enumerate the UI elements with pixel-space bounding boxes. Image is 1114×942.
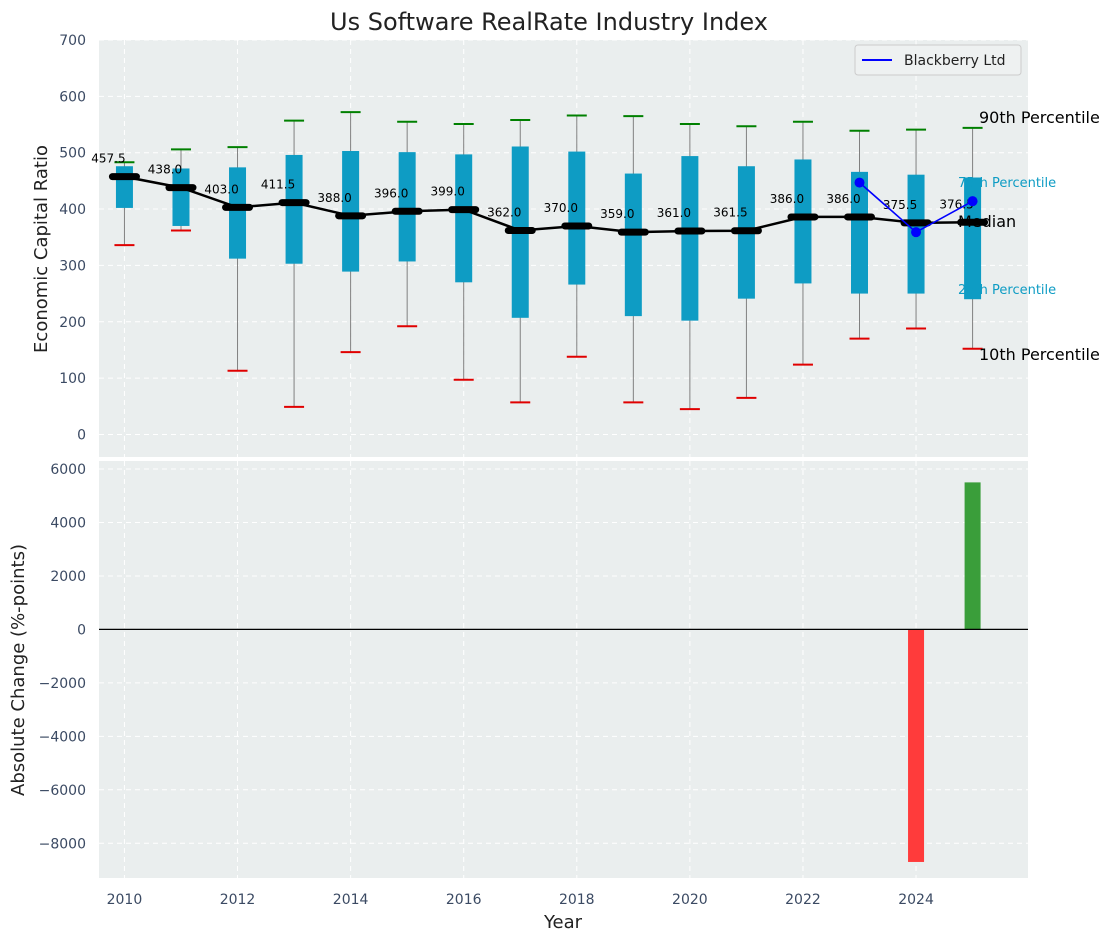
bottom-ytick-label: 6000 (50, 462, 86, 478)
median-value-label: 359.0 (600, 207, 634, 221)
bottom-ytick-label: 4000 (50, 515, 86, 531)
blackberry-point (854, 177, 865, 188)
chart-title: Us Software RealRate Industry Index (330, 8, 768, 36)
top-ytick-label: 100 (59, 371, 86, 387)
change-bar (908, 629, 925, 862)
median-value-label: 388.0 (317, 191, 351, 205)
bottom-ytick-label: −8000 (39, 836, 86, 852)
median-value-label: 361.5 (713, 206, 747, 220)
bottom-ytick-label: −6000 (39, 783, 86, 799)
blackberry-point (911, 227, 922, 238)
bottom-ytick-label: 0 (77, 622, 86, 638)
annotation-p75: 75th Percentile (958, 176, 1056, 191)
bottom-ytick-label: −2000 (39, 676, 86, 692)
box (115, 166, 133, 208)
bottom-ytick-label: −4000 (39, 729, 86, 745)
median-value-label: 411.5 (261, 178, 295, 192)
xtick-label: 2022 (785, 892, 821, 908)
xtick-label: 2018 (559, 892, 595, 908)
xtick-label: 2024 (898, 892, 934, 908)
box (455, 154, 473, 283)
median-value-label: 386.0 (770, 192, 804, 206)
box (624, 173, 642, 317)
bottom-plot-area (99, 461, 1028, 878)
change-bar (964, 482, 981, 630)
box (794, 159, 812, 284)
median-value-label: 403.0 (204, 182, 238, 196)
top-ytick-label: 200 (59, 315, 86, 331)
median-value-label: 457.5 (91, 152, 125, 166)
xtick-label: 2014 (333, 892, 369, 908)
median-value-label: 386.0 (826, 192, 860, 206)
median-value-label: 399.0 (431, 185, 465, 199)
box (851, 171, 869, 294)
box (964, 177, 982, 300)
blackberry-point (967, 196, 978, 207)
bottom-ylabel: Absolute Change (%-points) (8, 544, 29, 796)
annotation-p25: 25th Percentile (958, 283, 1056, 298)
annotation-p10: 10th Percentile (979, 345, 1100, 364)
top-ytick-label: 0 (77, 427, 86, 443)
annotation-p90: 90th Percentile (979, 108, 1100, 127)
top-ytick-label: 500 (59, 146, 86, 162)
median-value-label: 370.0 (544, 201, 578, 215)
median-value-label: 361.0 (657, 206, 691, 220)
top-plot-area (99, 40, 1028, 457)
median-value-label: 396.0 (374, 186, 408, 200)
box (398, 152, 416, 262)
median-line (124, 175, 973, 234)
x-axis-label: Year (543, 912, 583, 933)
legend: Blackberry Ltd (854, 44, 1022, 76)
xtick-label: 2012 (220, 892, 256, 908)
box (172, 168, 190, 226)
box (681, 156, 699, 321)
top-ytick-label: 300 (59, 258, 86, 274)
xtick-label: 2010 (107, 892, 143, 908)
xtick-label: 2016 (446, 892, 482, 908)
bottom-ytick-label: 2000 (50, 569, 86, 585)
top-ytick-label: 600 (59, 89, 86, 105)
median-value-label: 438.0 (148, 163, 182, 177)
box (229, 167, 247, 259)
top-ylabel: Economic Capital Ratio (31, 145, 52, 353)
box (568, 151, 586, 285)
box (342, 151, 360, 272)
median-value-label: 376.5 (939, 197, 973, 211)
legend-label-blackberry: Blackberry Ltd (904, 53, 1006, 69)
top-ytick-label: 700 (59, 33, 86, 49)
annotation-median: Median (958, 212, 1016, 231)
median-value-label: 362.0 (487, 205, 521, 219)
box (285, 154, 303, 264)
xtick-label: 2020 (672, 892, 708, 908)
median-value-label: 375.5 (883, 198, 917, 212)
top-ytick-label: 400 (59, 202, 86, 218)
